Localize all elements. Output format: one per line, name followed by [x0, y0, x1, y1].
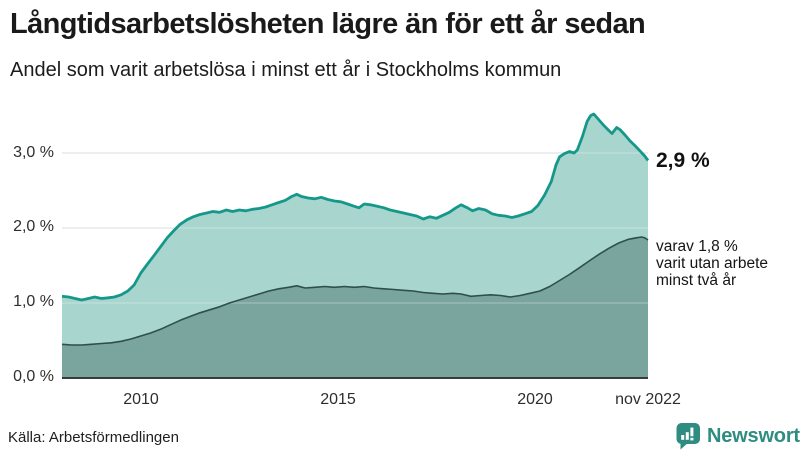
annotation-last-value: 2,9 %: [656, 149, 710, 172]
y-tick-3: 3,0 %: [13, 144, 54, 161]
annotation-twoyear-line-3: minst två år: [656, 272, 737, 289]
newsworthy-icon: [676, 423, 700, 450]
annotation-twoyear: varav 1,8 % varit utan arbete minst två …: [656, 238, 768, 289]
newsworthy-logo: Newsworthy: [676, 422, 800, 450]
series-twoyear-line: [61, 236, 649, 346]
x-tick-nov2022: nov 2022: [615, 391, 681, 408]
series-total-line: [61, 112, 650, 302]
source-label: Källa: Arbetsförmedlingen: [8, 429, 179, 446]
x-tick-2015: 2015: [320, 391, 356, 408]
gridlines-overlay: [62, 152, 648, 304]
x-tick-2010: 2010: [123, 391, 159, 408]
newsworthy-brand-name: Newsworthy: [707, 425, 800, 447]
annotation-twoyear-line-2: varit utan arbete: [656, 255, 769, 272]
page-title: Långtidsarbetslösheten lägre än för ett …: [10, 8, 646, 40]
annotation-twoyear-line-1: varav 1,8 %: [656, 238, 738, 255]
series-twoyear-area: [62, 237, 648, 378]
x-tick-2020: 2020: [517, 391, 553, 408]
y-tick-0: 0,0 %: [13, 368, 54, 385]
y-tick-1: 1,0 %: [13, 293, 54, 310]
chart-subtitle: Andel som varit arbetslösa i minst ett å…: [10, 59, 562, 81]
y-tick-2: 2,0 %: [13, 218, 54, 235]
